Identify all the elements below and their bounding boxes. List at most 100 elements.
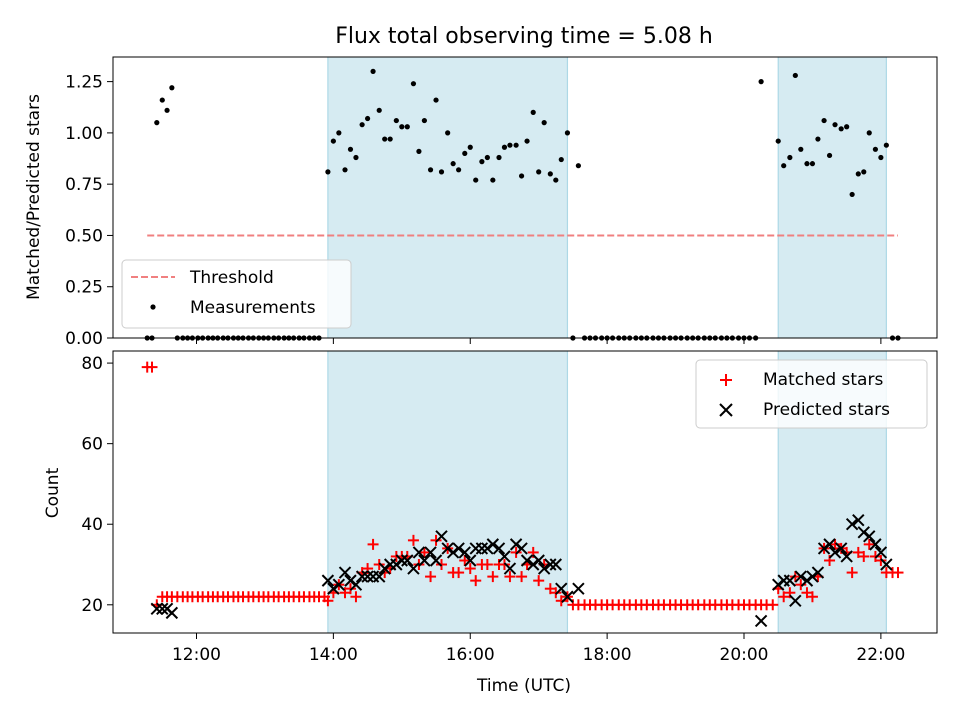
matched-star-marker [373,559,385,571]
count-y-tick-label: 80 [81,354,103,374]
matched-star-marker [533,575,545,587]
measurement-point [815,136,821,142]
predicted-star-marker [561,590,574,603]
predicted-star-marker [503,562,517,575]
predicted-star-marker [435,530,448,543]
matched-star-marker [470,575,482,587]
measurement-point [359,122,365,128]
measurement-point [826,152,833,159]
measurement-point [462,150,468,157]
predicted-star-marker [874,546,888,559]
measurement-point [787,154,793,161]
predicted-star-marker [811,566,825,579]
measurement-point [370,68,376,74]
measurement-point [501,144,508,150]
measurement-point [433,97,439,103]
predicted-star-marker [817,542,831,555]
predicted-star-marker [509,538,523,551]
measurement-point [821,117,827,124]
predicted-star-marker [165,606,179,620]
count-legend: Matched stars Predicted stars [695,359,928,429]
matched-star-marker [829,538,841,550]
legend-matched-swatch [720,374,732,386]
measurement-point [524,138,530,144]
predicted-star-marker [475,542,489,555]
ratio-legend-box [121,259,352,329]
measurement-point [496,154,502,161]
matched-star-marker [407,534,419,546]
measurement-point [861,169,867,175]
matched-star-marker [555,595,567,607]
predicted-star-marker [806,570,819,583]
predicted-star-marker [441,542,454,555]
predicted-star-marker [852,513,865,527]
legend-measurements-label: Measurements [190,298,316,318]
measurement-point [564,130,571,136]
measurement-point [330,138,336,144]
predicted-star-marker [834,542,848,555]
measurement-point [376,107,382,113]
legend-predicted-swatch [719,403,733,417]
predicted-star-marker [498,550,511,563]
measurement-point [775,138,781,144]
count-y-tick-label: 40 [81,515,103,535]
predicted-star-marker [823,538,836,551]
predicted-star-marker [327,582,340,595]
matched-star-marker [892,567,904,579]
matched-star-marker [789,571,801,583]
predicted-star-marker [344,574,357,587]
measurement-point [838,126,844,132]
x-tick-label: 20:00 [720,645,769,665]
measurement-point [878,154,884,161]
matched-star-marker [464,563,476,575]
measurement-point [792,72,798,79]
legend-measurements-swatch [150,304,156,310]
measurement-point [325,169,331,175]
predicted-star-marker [361,570,374,583]
x-tick-label: 22:00 [856,645,905,665]
predicted-star-marker [527,558,540,571]
matched-star-marker [778,591,790,603]
measurement-point [347,146,354,152]
measurement-point [809,161,816,167]
measurement-point [416,148,422,154]
predicted-star-marker [783,574,797,587]
predicted-star-marker [429,554,443,567]
measurement-point [518,173,525,179]
predicted-star-marker [464,554,477,567]
x-axis-label: Time (UTC) [476,676,571,696]
ratio-observing-band [327,57,568,338]
measurement-point [410,81,417,87]
matched-star-marker [504,571,516,583]
predicted-star-marker [349,578,363,591]
x-tick-label: 18:00 [583,645,632,665]
measurement-point [421,117,427,124]
predicted-star-marker [845,518,859,531]
matched-star-marker [413,559,425,571]
measurement-point [507,142,513,148]
measurement-point [336,130,342,136]
predicted-star-marker [452,542,465,555]
measurement-point [553,177,559,183]
predicted-star-marker [840,550,853,563]
matched-star-marker [453,567,465,579]
measurement-point [484,154,490,161]
measurement-point [353,154,359,161]
legend-threshold-label: Threshold [189,268,274,288]
predicted-star-marker [378,562,391,575]
x-tick-label: 14:00 [309,645,358,665]
measurement-point [844,124,850,130]
measurement-point [404,124,410,130]
matched-star-marker [863,538,875,550]
matched-star-marker [481,559,493,571]
predicted-star-marker [373,570,386,583]
matched-star-marker [510,546,522,558]
predicted-star-marker [544,558,557,571]
predicted-star-marker [338,566,352,579]
count-legend-box [695,359,928,429]
measurement-point [364,115,371,122]
count-y-tick-label: 60 [81,435,103,455]
measurement-point [513,142,519,148]
ratio-y-tick-label: 1.00 [65,124,103,144]
